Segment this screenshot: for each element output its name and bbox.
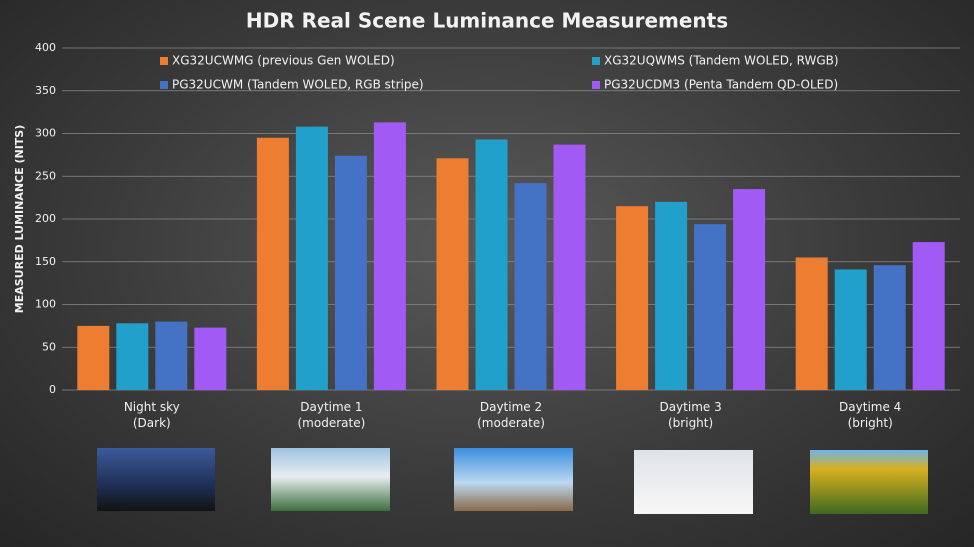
y-tick-label: 200 <box>35 212 56 225</box>
thumbnail <box>271 448 390 511</box>
x-tick-label: Daytime 3 (bright) <box>659 400 722 430</box>
x-tick-label: Daytime 1 (moderate) <box>297 400 366 430</box>
x-tick-label: Night sky (Dark) <box>123 400 180 430</box>
legend-label: PG32UCWM (Tandem WOLED, RGB stripe) <box>172 78 424 92</box>
bar <box>873 265 906 390</box>
y-tick-label: 250 <box>35 169 56 182</box>
bar <box>373 122 406 390</box>
legend-swatch <box>160 81 168 89</box>
y-tick-label: 300 <box>35 127 56 140</box>
bar <box>295 126 328 390</box>
bar <box>514 183 547 390</box>
y-tick-label: 400 <box>35 41 56 54</box>
bar <box>733 189 766 390</box>
legend-swatch <box>160 57 168 65</box>
bar <box>475 139 508 390</box>
legend-label: XG32UQWMS (Tandem WOLED, RWGB) <box>604 54 839 68</box>
bar <box>795 257 828 390</box>
y-tick-label: 50 <box>42 340 56 353</box>
x-tick-label: Daytime 2 (moderate) <box>477 400 545 430</box>
thumbnail <box>634 450 753 514</box>
bar <box>334 155 367 390</box>
thumbnail <box>454 448 573 511</box>
thumbnails <box>97 448 928 514</box>
bar <box>77 325 110 390</box>
chart-title: HDR Real Scene Luminance Measurements <box>246 9 728 33</box>
bar <box>194 327 227 390</box>
bar <box>834 269 867 390</box>
legend-swatch <box>592 81 600 89</box>
thumbnail <box>97 448 215 511</box>
y-tick-label: 0 <box>49 383 56 396</box>
bar <box>553 144 586 390</box>
x-tick-label: Daytime 4 (bright) <box>839 400 902 430</box>
bar <box>116 323 149 390</box>
bar <box>694 224 727 390</box>
bar <box>655 201 688 390</box>
legend-swatch <box>592 57 600 65</box>
legend-label: PG32UCDM3 (Penta Tandem QD-OLED) <box>604 78 838 92</box>
y-axis-label: MEASURED LUMINANCE (NITS) <box>13 125 26 313</box>
bar <box>912 242 945 390</box>
y-tick-label: 150 <box>35 255 56 268</box>
thumbnail <box>810 450 928 514</box>
bar <box>256 137 289 390</box>
y-tick-label: 350 <box>35 84 56 97</box>
bar <box>616 206 649 390</box>
bar <box>436 158 469 390</box>
bar <box>155 321 188 390</box>
legend-label: XG32UCWMG (previous Gen WOLED) <box>172 54 395 68</box>
y-tick-label: 100 <box>35 298 56 311</box>
